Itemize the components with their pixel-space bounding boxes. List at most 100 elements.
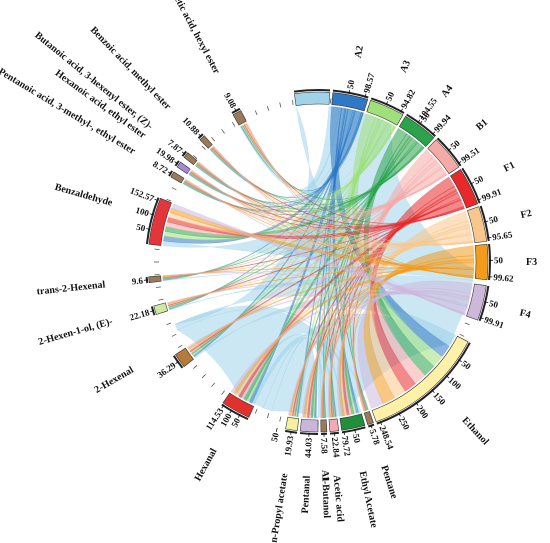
- sample-tick-label-6: 95.65: [492, 229, 514, 242]
- sample-tick-label-3: 99.94: [432, 112, 453, 134]
- tick-line: [290, 430, 292, 435]
- tick-line: [477, 198, 482, 201]
- sample-label-4: B1: [474, 117, 490, 133]
- compound-arc-13: [176, 161, 191, 175]
- tick-line: [149, 213, 154, 216]
- ring-tick-mark: [166, 322, 172, 326]
- ring-tick-mark: [221, 390, 225, 395]
- compound-tick-label-15: 10.88: [181, 115, 202, 137]
- sample-tick-label-0: 50: [269, 431, 281, 443]
- ring-tick-mark: [279, 102, 282, 108]
- tick-line: [275, 427, 278, 433]
- compound-tick-label-11: 50: [135, 222, 146, 234]
- chord-a1-16: [239, 106, 340, 190]
- tick-line: [167, 171, 172, 175]
- tick-line: [150, 310, 155, 313]
- sample-label-2: A3: [398, 59, 413, 75]
- compound-label-6: n-Propyl acetate: [269, 472, 291, 543]
- ring-tick-mark: [266, 105, 270, 111]
- tick-line: [364, 93, 367, 98]
- sample-label-3: A4: [439, 83, 455, 99]
- sample-tick-label-8: 50: [488, 298, 500, 310]
- compound-axis-band-2: [341, 426, 366, 434]
- tick-line: [343, 430, 345, 436]
- tick-line: [458, 359, 462, 363]
- sample-tick-label-5: 99.91: [480, 186, 503, 203]
- ring-tick-mark: [459, 333, 465, 337]
- ring-tick-mark: [211, 137, 216, 142]
- sample-arc-6: [467, 206, 488, 244]
- compound-tick-label-11: 152.57: [129, 185, 156, 203]
- compound-tick-label-2: 50: [351, 433, 363, 444]
- chord-f2-16: [244, 123, 474, 246]
- sample-tick-label-2: 94.82: [399, 87, 418, 110]
- compound-tick-label-4: 7.58: [319, 438, 330, 455]
- compound-label-3: Acetic acid: [331, 475, 346, 523]
- sample-tick-label-1: 50: [345, 79, 357, 90]
- compound-arc-14: [183, 152, 198, 166]
- tick-line: [234, 108, 237, 112]
- ring-tick-mark: [291, 99, 294, 106]
- sample-tick-label-2: 50: [383, 90, 396, 103]
- ring-tick-mark: [279, 416, 282, 422]
- ring-tick-mark: [171, 333, 177, 337]
- sample-tick-label-1: 98.57: [361, 71, 376, 94]
- tick-line: [398, 412, 401, 417]
- compound-arc-10: [148, 275, 162, 284]
- sample-arc-1: [331, 92, 369, 112]
- tick-line: [221, 404, 225, 409]
- tick-line: [400, 108, 403, 113]
- sample-axis-band-3: [406, 113, 436, 137]
- compound-arc-9: [153, 302, 169, 315]
- compound-tick-label-6: 19.93: [282, 435, 295, 457]
- compound-tick-label-0: 50: [460, 358, 474, 372]
- compound-arc-5: [299, 418, 319, 433]
- ring-tick-mark: [171, 187, 177, 191]
- compound-tick-label-5: 44.03: [303, 437, 314, 458]
- arcs-layer: [145, 89, 491, 435]
- ring-tick-mark: [231, 121, 236, 127]
- ring-tick-mark: [166, 198, 172, 202]
- tick-line: [370, 424, 373, 429]
- chord-f4-16: [246, 122, 465, 316]
- tick-line: [470, 181, 474, 185]
- compound-arc-16: [232, 110, 247, 126]
- compound-tick-label-3: 22.84: [330, 437, 342, 459]
- ring-tick-mark: [201, 374, 206, 379]
- compound-label-9: 2-Hexen-1-ol, (E)-: [37, 316, 114, 348]
- compound-arc-1: [363, 411, 374, 425]
- sample-arc-0: [294, 91, 331, 106]
- compound-arc-11: [148, 197, 172, 246]
- chord-f3-16: [245, 123, 474, 279]
- tick-line: [415, 402, 419, 406]
- tick-line: [431, 389, 435, 393]
- ring-tick-mark: [201, 145, 206, 150]
- tick-line: [175, 360, 180, 364]
- tick-line: [431, 131, 436, 136]
- compound-arc-2: [339, 413, 366, 431]
- compound-label-1: Pentane: [378, 464, 399, 501]
- sample-arc-7: [474, 243, 489, 281]
- sample-arc-2: [366, 99, 404, 126]
- tick-line: [237, 414, 241, 418]
- compound-label-11: Benzaldehyde: [53, 182, 114, 209]
- sample-axis-band-8: [478, 285, 490, 322]
- tick-line: [174, 161, 179, 165]
- sample-tick-label-4: 99.51: [459, 145, 482, 165]
- tick-line: [484, 220, 489, 223]
- tick-line: [484, 301, 489, 304]
- tick-line: [385, 101, 389, 106]
- compound-tick-label-0: 150: [431, 390, 448, 407]
- compound-arc-4: [320, 419, 328, 433]
- compound-tick-label-16: 9.08: [222, 91, 239, 110]
- tick-line: [181, 151, 186, 155]
- compound-label-4: 1-Butanol: [319, 476, 331, 519]
- compound-tick-label-0: 100: [446, 375, 463, 392]
- compound-label-5: Pentanal: [300, 475, 313, 514]
- chord-a2-16: [240, 112, 364, 191]
- sample-tick-label-7: 99.62: [493, 272, 515, 284]
- tick-line: [348, 89, 351, 94]
- compound-arc-0: [371, 335, 469, 423]
- ring-tick-mark: [158, 298, 164, 301]
